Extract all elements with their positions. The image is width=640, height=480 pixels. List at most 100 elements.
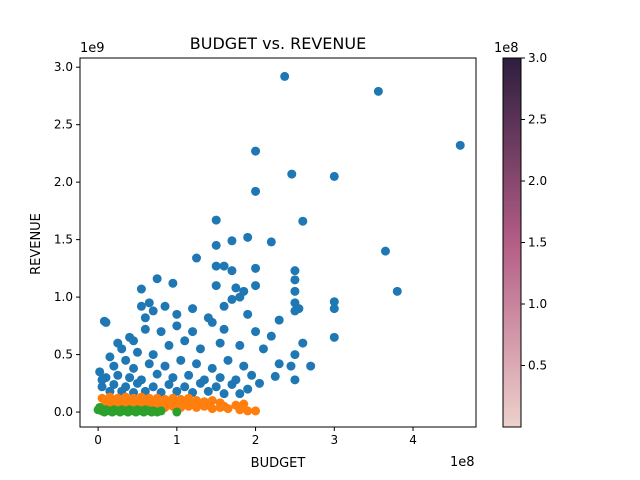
data-point-series-1 — [164, 379, 174, 389]
data-point-series-1 — [211, 382, 221, 392]
data-point-series-1 — [129, 363, 139, 373]
data-point-series-1 — [290, 275, 300, 285]
plot-frame — [79, 57, 477, 428]
data-point-series-1 — [223, 355, 233, 365]
plot-points — [93, 71, 465, 417]
data-point-series-1 — [219, 261, 229, 271]
data-point-series-1 — [105, 352, 115, 362]
data-point-series-1 — [125, 373, 135, 383]
data-point-series-1 — [160, 361, 170, 371]
data-point-series-1 — [243, 232, 253, 242]
data-point-series-2 — [203, 400, 213, 410]
data-point-series-1 — [227, 379, 237, 389]
data-point-series-1 — [168, 373, 178, 383]
data-point-series-1 — [290, 350, 300, 360]
colorbar — [502, 57, 522, 428]
data-point-series-2 — [192, 402, 202, 412]
data-point-series-1 — [274, 359, 284, 369]
data-point-series-1 — [121, 355, 131, 365]
x-tick-label: 2 — [252, 433, 260, 447]
data-point-series-1 — [380, 246, 390, 256]
data-point-series-2 — [251, 406, 261, 416]
data-point-series-1 — [195, 344, 205, 354]
colorbar-tick-label: 1.5 — [528, 236, 547, 250]
data-point-series-1 — [101, 317, 111, 327]
data-point-series-1 — [290, 286, 300, 296]
data-point-series-1 — [373, 86, 383, 96]
data-point-series-1 — [251, 146, 261, 156]
data-point-series-1 — [184, 370, 194, 380]
colorbar-tick-label: 2.5 — [528, 113, 547, 127]
colorbar-tick-label: 0.5 — [528, 359, 547, 373]
x-tick-label: 4 — [409, 433, 417, 447]
data-point-series-1 — [235, 340, 245, 350]
data-point-series-1 — [203, 313, 213, 323]
data-point-series-1 — [168, 278, 178, 288]
data-point-series-3 — [172, 407, 182, 417]
y-tick-label: 1.0 — [54, 290, 73, 304]
data-point-series-1 — [113, 338, 123, 348]
data-point-series-3 — [115, 407, 125, 417]
y-tick-label: 1.5 — [54, 233, 73, 247]
data-point-series-1 — [132, 347, 142, 357]
data-point-series-1 — [188, 304, 198, 314]
data-point-series-1 — [156, 327, 166, 337]
data-point-series-1 — [176, 355, 186, 365]
data-point-series-1 — [152, 369, 162, 379]
data-point-series-1 — [243, 309, 253, 319]
data-point-series-1 — [180, 336, 190, 346]
data-point-series-2 — [239, 399, 249, 409]
colorbar-tick-label: 2.0 — [528, 174, 547, 188]
data-point-series-1 — [211, 281, 221, 291]
data-point-series-1 — [215, 338, 225, 348]
data-point-series-1 — [227, 266, 237, 276]
data-point-series-3 — [99, 407, 109, 417]
data-point-series-1 — [203, 386, 213, 396]
data-point-series-1 — [231, 283, 241, 293]
y-axis-label: REVENUE — [29, 213, 44, 275]
data-point-series-1 — [251, 281, 261, 291]
data-point-series-1 — [148, 306, 158, 316]
data-point-series-1 — [254, 378, 264, 388]
x-axis-label: BUDGET — [251, 456, 306, 471]
data-point-series-1 — [192, 359, 202, 369]
data-point-series-1 — [211, 215, 221, 225]
data-point-series-1 — [97, 382, 107, 392]
data-point-series-1 — [172, 321, 182, 331]
data-point-series-1 — [247, 370, 257, 380]
data-point-series-1 — [172, 309, 182, 319]
y-tick-label: 2.0 — [54, 175, 73, 189]
data-point-series-1 — [164, 340, 174, 350]
data-point-series-1 — [243, 384, 253, 394]
data-point-series-1 — [129, 336, 139, 346]
data-point-series-1 — [266, 237, 276, 247]
data-point-series-1 — [298, 216, 308, 226]
data-point-series-1 — [140, 324, 150, 334]
colorbar-axis: 0.5 1.0 1.5 2.0 2.5 3.0 — [521, 51, 547, 373]
data-point-series-1 — [192, 253, 202, 263]
y-axis: 0.0 0.5 1.0 1.5 2.0 2.5 3.0 — [54, 60, 80, 419]
data-point-series-1 — [306, 361, 316, 371]
data-point-series-1 — [274, 315, 284, 325]
data-point-series-1 — [140, 313, 150, 323]
data-point-series-1 — [219, 301, 229, 311]
data-point-series-1 — [109, 379, 119, 389]
data-point-series-1 — [251, 263, 261, 273]
data-point-series-1 — [188, 327, 198, 337]
data-point-series-1 — [298, 338, 308, 348]
data-point-series-1 — [258, 344, 268, 354]
data-point-series-1 — [329, 297, 339, 307]
data-point-series-3 — [131, 407, 141, 417]
data-point-series-1 — [113, 370, 123, 380]
data-point-series-1 — [144, 359, 154, 369]
data-point-series-1 — [280, 71, 290, 81]
y-tick-label: 0.5 — [54, 348, 73, 362]
colorbar-scale-label: 1e8 — [494, 41, 519, 56]
y-tick-label: 3.0 — [54, 60, 73, 74]
x-tick-label: 1 — [173, 433, 181, 447]
data-point-series-1 — [286, 361, 296, 371]
data-point-series-1 — [172, 386, 182, 396]
data-point-series-3 — [147, 407, 157, 417]
chart-title: BUDGET vs. REVENUE — [190, 34, 366, 53]
data-point-series-3 — [123, 407, 133, 417]
